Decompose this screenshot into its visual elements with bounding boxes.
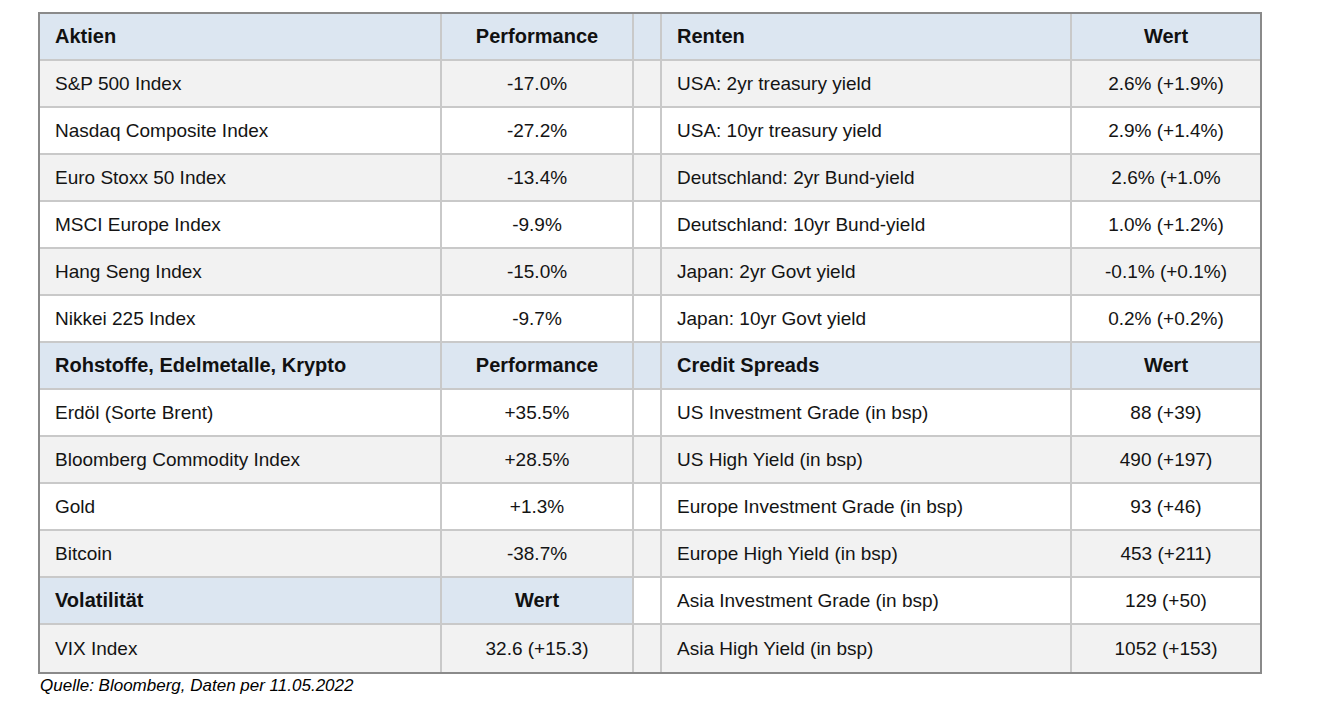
row-value: 2.9% (+1.4%) xyxy=(1072,108,1260,155)
row-value: 88 (+39) xyxy=(1072,390,1260,437)
section-title: Rohstoffe, Edelmetalle, Krypto xyxy=(40,343,442,390)
row-label: Deutschland: 2yr Bund-yield xyxy=(662,155,1072,202)
row-value: 32.6 (+15.3) xyxy=(442,625,634,672)
spacer-cell xyxy=(634,155,662,202)
row-value: 453 (+211) xyxy=(1072,531,1260,578)
spacer-cell xyxy=(634,14,662,61)
spacer-cell xyxy=(634,343,662,390)
row-label: USA: 2yr treasury yield xyxy=(662,61,1072,108)
row-label: Euro Stoxx 50 Index xyxy=(40,155,442,202)
row-label: Nasdaq Composite Index xyxy=(40,108,442,155)
row-label: Bitcoin xyxy=(40,531,442,578)
row-value: -27.2% xyxy=(442,108,634,155)
row-label: Japan: 2yr Govt yield xyxy=(662,249,1072,296)
spacer-cell xyxy=(634,390,662,437)
row-value: -38.7% xyxy=(442,531,634,578)
spacer-cell xyxy=(634,578,662,625)
section-title: Renten xyxy=(662,14,1072,61)
row-label: MSCI Europe Index xyxy=(40,202,442,249)
row-label: Hang Seng Index xyxy=(40,249,442,296)
spacer-cell xyxy=(634,437,662,484)
spacer-cell xyxy=(634,202,662,249)
row-label: Erdöl (Sorte Brent) xyxy=(40,390,442,437)
row-value: 490 (+197) xyxy=(1072,437,1260,484)
row-value: 93 (+46) xyxy=(1072,484,1260,531)
row-label: Bloomberg Commodity Index xyxy=(40,437,442,484)
section-title: Credit Spreads xyxy=(662,343,1072,390)
row-label: Asia High Yield (in bsp) xyxy=(662,625,1072,672)
row-value: 0.2% (+0.2%) xyxy=(1072,296,1260,343)
row-label: Gold xyxy=(40,484,442,531)
column-header: Performance xyxy=(442,14,634,61)
column-header: Wert xyxy=(1072,343,1260,390)
row-label: Europe Investment Grade (in bsp) xyxy=(662,484,1072,531)
spacer-cell xyxy=(634,484,662,531)
spacer-cell xyxy=(634,108,662,155)
row-label: Japan: 10yr Govt yield xyxy=(662,296,1072,343)
row-label: US Investment Grade (in bsp) xyxy=(662,390,1072,437)
column-header: Wert xyxy=(1072,14,1260,61)
row-value: 2.6% (+1.9%) xyxy=(1072,61,1260,108)
row-value: -13.4% xyxy=(442,155,634,202)
row-label: US High Yield (in bsp) xyxy=(662,437,1072,484)
row-value: +1.3% xyxy=(442,484,634,531)
row-label: S&P 500 Index xyxy=(40,61,442,108)
row-value: -17.0% xyxy=(442,61,634,108)
row-value: 129 (+50) xyxy=(1072,578,1260,625)
document-page: AktienPerformanceRentenWertS&P 500 Index… xyxy=(0,0,1318,712)
row-value: 1052 (+153) xyxy=(1072,625,1260,672)
row-label: VIX Index xyxy=(40,625,442,672)
row-value: +28.5% xyxy=(442,437,634,484)
row-label: Deutschland: 10yr Bund-yield xyxy=(662,202,1072,249)
row-value: -15.0% xyxy=(442,249,634,296)
row-label: Europe High Yield (in bsp) xyxy=(662,531,1072,578)
market-table: AktienPerformanceRentenWertS&P 500 Index… xyxy=(38,12,1262,674)
spacer-cell xyxy=(634,625,662,672)
spacer-cell xyxy=(634,61,662,108)
row-value: 1.0% (+1.2%) xyxy=(1072,202,1260,249)
spacer-cell xyxy=(634,296,662,343)
row-value: 2.6% (+1.0% xyxy=(1072,155,1260,202)
source-note: Quelle: Bloomberg, Daten per 11.05.2022 xyxy=(40,676,353,696)
row-value: +35.5% xyxy=(442,390,634,437)
spacer-cell xyxy=(634,249,662,296)
row-label: Asia Investment Grade (in bsp) xyxy=(662,578,1072,625)
section-title: Volatilität xyxy=(40,578,442,625)
row-value: -0.1% (+0.1%) xyxy=(1072,249,1260,296)
section-title: Aktien xyxy=(40,14,442,61)
row-value: -9.7% xyxy=(442,296,634,343)
column-header: Performance xyxy=(442,343,634,390)
row-label: USA: 10yr treasury yield xyxy=(662,108,1072,155)
spacer-cell xyxy=(634,531,662,578)
column-header: Wert xyxy=(442,578,634,625)
row-label: Nikkei 225 Index xyxy=(40,296,442,343)
row-value: -9.9% xyxy=(442,202,634,249)
